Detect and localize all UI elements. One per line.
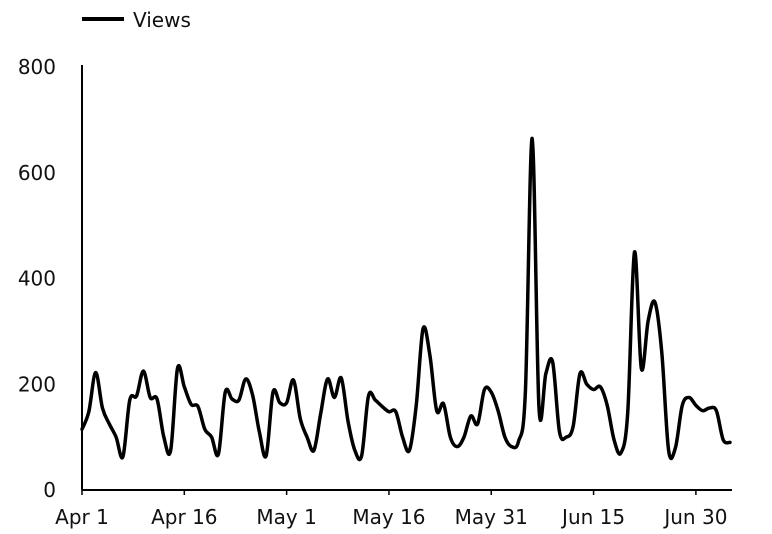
- legend-label: Views: [133, 8, 191, 32]
- plot-area: [82, 138, 730, 459]
- x-tick-label: Jun 15: [560, 505, 625, 529]
- y-tick-label: 0: [43, 478, 56, 502]
- x-tick-label: Jun 30: [662, 505, 727, 529]
- x-tick-label: May 31: [455, 505, 528, 529]
- x-tick-label: May 16: [352, 505, 425, 529]
- x-tick-label: May 1: [256, 505, 316, 529]
- y-tick-label: 400: [18, 267, 56, 291]
- y-tick-label: 200: [18, 372, 56, 396]
- y-tick-label: 800: [18, 55, 56, 79]
- legend: Views: [82, 8, 191, 32]
- x-axis: Apr 1 Apr 16 May 1 May 16 May 31 Jun 15 Jun 30: [55, 490, 732, 529]
- series-line-views: [82, 138, 730, 459]
- x-tick-label: Apr 16: [151, 505, 217, 529]
- y-axis: 0 200 400 600 800: [18, 55, 82, 502]
- y-tick-label: 600: [18, 161, 56, 185]
- x-tick-label: Apr 1: [55, 505, 109, 529]
